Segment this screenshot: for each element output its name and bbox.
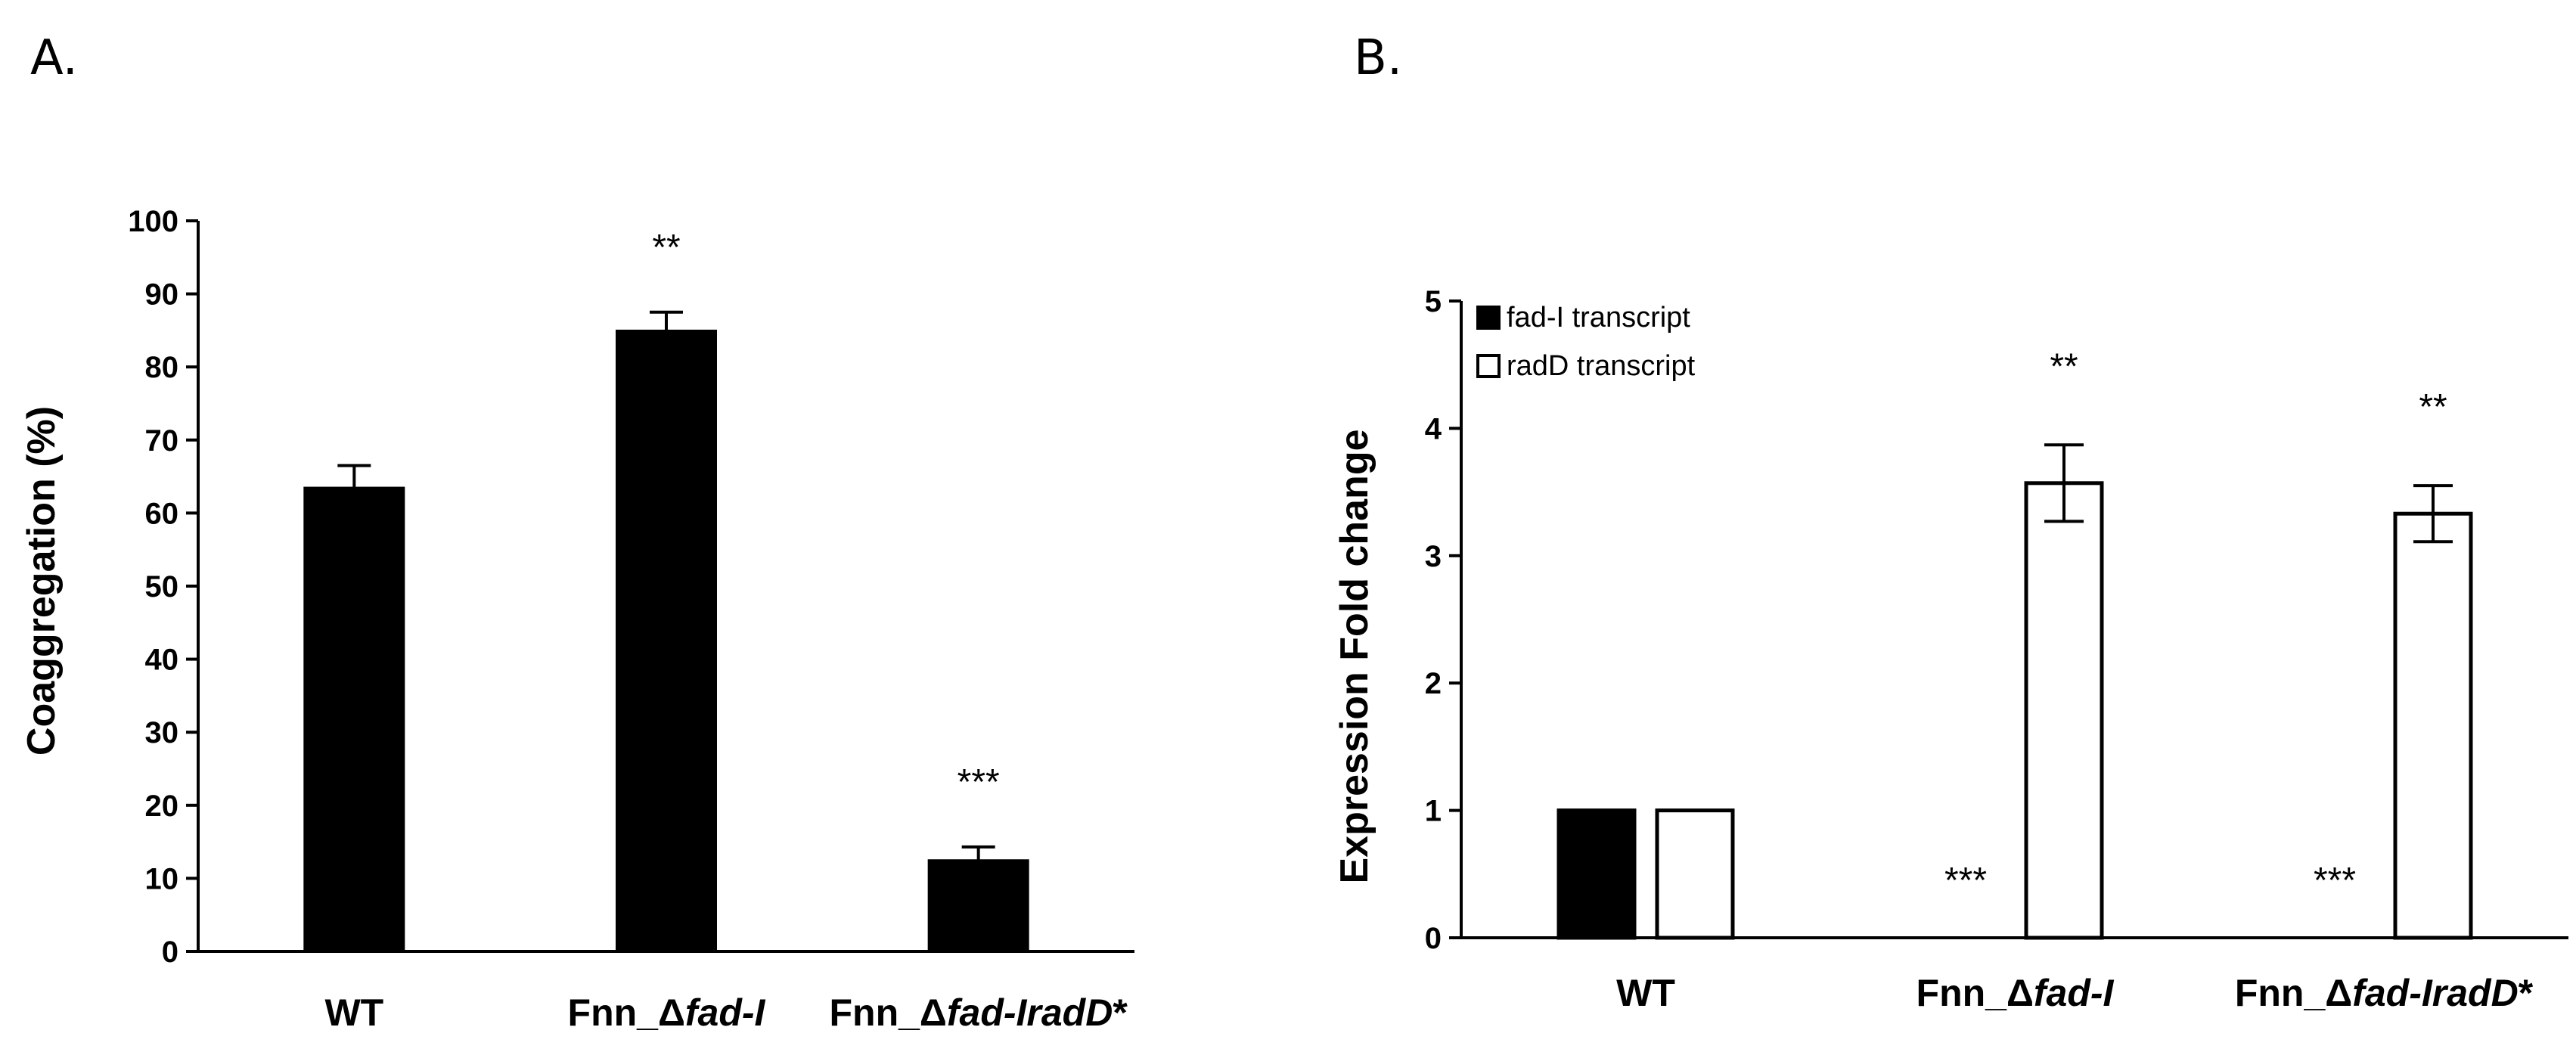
- panel-b-letter: B.: [1354, 30, 1402, 86]
- panel-a-bar: [616, 329, 717, 952]
- panel-b-bar-radd: [2024, 481, 2104, 940]
- panel-b-significance-label: **: [2050, 346, 2078, 386]
- panel-a-chart: A. Coaggregation (%) 0 10 20 30 40 50 60 70 80 90…: [20, 30, 1134, 1034]
- panel-b-y-tick-label: 2: [1425, 667, 1442, 700]
- panel-b-bar-fad-i: [1556, 808, 1637, 940]
- panel-a-plot-area: 0 10 20 30 40 50 60 70 80 90 100 WT ** Fnn_Δfad-I *** F…: [128, 205, 1134, 1034]
- panel-b-y-tick-label: 4: [1425, 412, 1442, 445]
- panel-b-y-tick-label: 0: [1425, 922, 1442, 955]
- panel-a-y-tick-label: 100: [128, 205, 178, 238]
- panel-b-chart: B. Expression Fold change 012345WT*****F…: [1333, 30, 2568, 1014]
- panel-a-y-tick-label: 60: [145, 497, 179, 530]
- panel-b-x-tick-label: Fnn_Δfad-IradD*: [2235, 972, 2534, 1014]
- legend-swatch-fad-i: [1476, 306, 1501, 330]
- panel-a-y-tick-label: 20: [145, 790, 179, 823]
- panel-a-significance-label: ***: [957, 762, 1000, 802]
- legend-label-fad-i: fad-I transcript: [1507, 302, 1690, 334]
- panel-b-plot-area: 012345WT*****Fnn_Δfad-I*****Fnn_Δfad-Ira…: [1425, 285, 2568, 1014]
- panel-a-y-tick-label: 80: [145, 351, 179, 384]
- legend-label-radd: radD transcript: [1507, 350, 1696, 382]
- panel-a-bar: [927, 859, 1029, 952]
- panel-b-bar-radd: [2393, 511, 2473, 940]
- legend-swatch-radd: [1476, 354, 1501, 378]
- panel-a-x-tick-label: WT: [324, 991, 383, 1034]
- panel-a-y-tick-label: 10: [145, 862, 179, 895]
- panel-a-x-tick-label: Fnn_Δfad-IradD*: [830, 991, 1128, 1034]
- panel-b-significance-label: ***: [2314, 861, 2356, 901]
- panel-a-y-tick-label: 40: [145, 644, 179, 677]
- panel-a-y-axis-label: Coaggregation (%): [20, 406, 64, 756]
- panel-b-bar-radd: [1655, 808, 1735, 940]
- panel-a-y-tick-label: 0: [162, 936, 178, 969]
- panel-a-y-tick-label: 90: [145, 278, 179, 312]
- panel-a-y-tick-label: 30: [145, 716, 179, 749]
- panel-b-y-tick-label: 1: [1425, 795, 1442, 828]
- panel-a-letter: A.: [30, 30, 78, 86]
- panel-b-significance-label: ***: [1944, 861, 1987, 901]
- panel-a-y-tick-label: 70: [145, 424, 179, 458]
- panel-b-x-tick-label: WT: [1616, 972, 1675, 1014]
- panel-a-significance-label: **: [652, 228, 680, 268]
- panel-a-x-tick-label: Fnn_Δfad-I: [568, 991, 766, 1034]
- panel-b-significance-label: **: [2419, 387, 2447, 427]
- panel-b-y-tick-label: 3: [1425, 540, 1442, 573]
- panel-a-y-tick-label: 50: [145, 570, 179, 604]
- panel-a-bar: [303, 486, 405, 952]
- panel-b-y-tick-label: 5: [1425, 285, 1442, 318]
- panel-b-x-tick-label: Fnn_Δfad-I: [1916, 972, 2115, 1014]
- panel-b-y-axis-label: Expression Fold change: [1333, 429, 1376, 883]
